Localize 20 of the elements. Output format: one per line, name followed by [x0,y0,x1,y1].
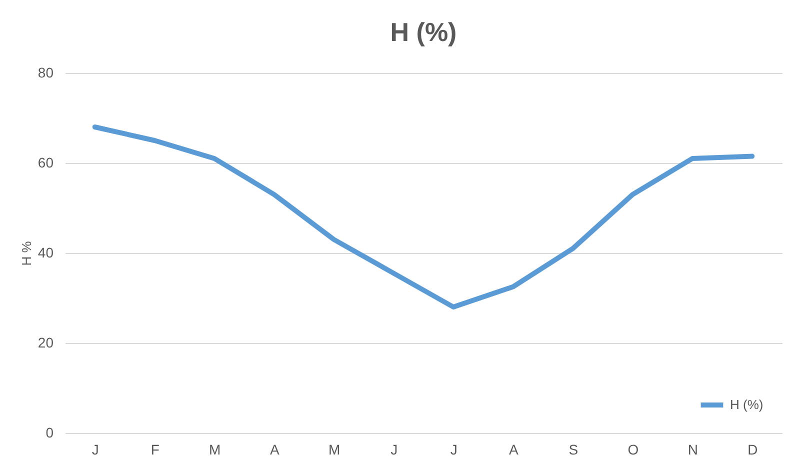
x-tick-label: F [150,442,160,458]
x-tick-label: A [270,442,280,458]
y-axis-title: H % [18,240,34,266]
y-tick-label: 40 [38,244,54,260]
x-tick-label: O [628,442,639,458]
y-tick-label: 20 [38,334,54,350]
x-tick-label: N [688,442,698,458]
x-tick-label: M [328,442,340,458]
x-tick-label: M [209,442,221,458]
x-tick-label: S [568,442,578,458]
x-tick-label: A [508,442,519,458]
y-tick-label: 0 [46,424,54,440]
x-tick-label: J [390,442,398,458]
legend-label: H (%) [730,397,764,412]
chart-title: H (%) [390,17,457,47]
x-tick-label: J [92,442,99,458]
y-tick-label: 60 [38,154,54,170]
x-tick-label: J [450,442,458,458]
y-tick-label: 80 [38,64,54,80]
x-tick-label: D [748,442,758,458]
